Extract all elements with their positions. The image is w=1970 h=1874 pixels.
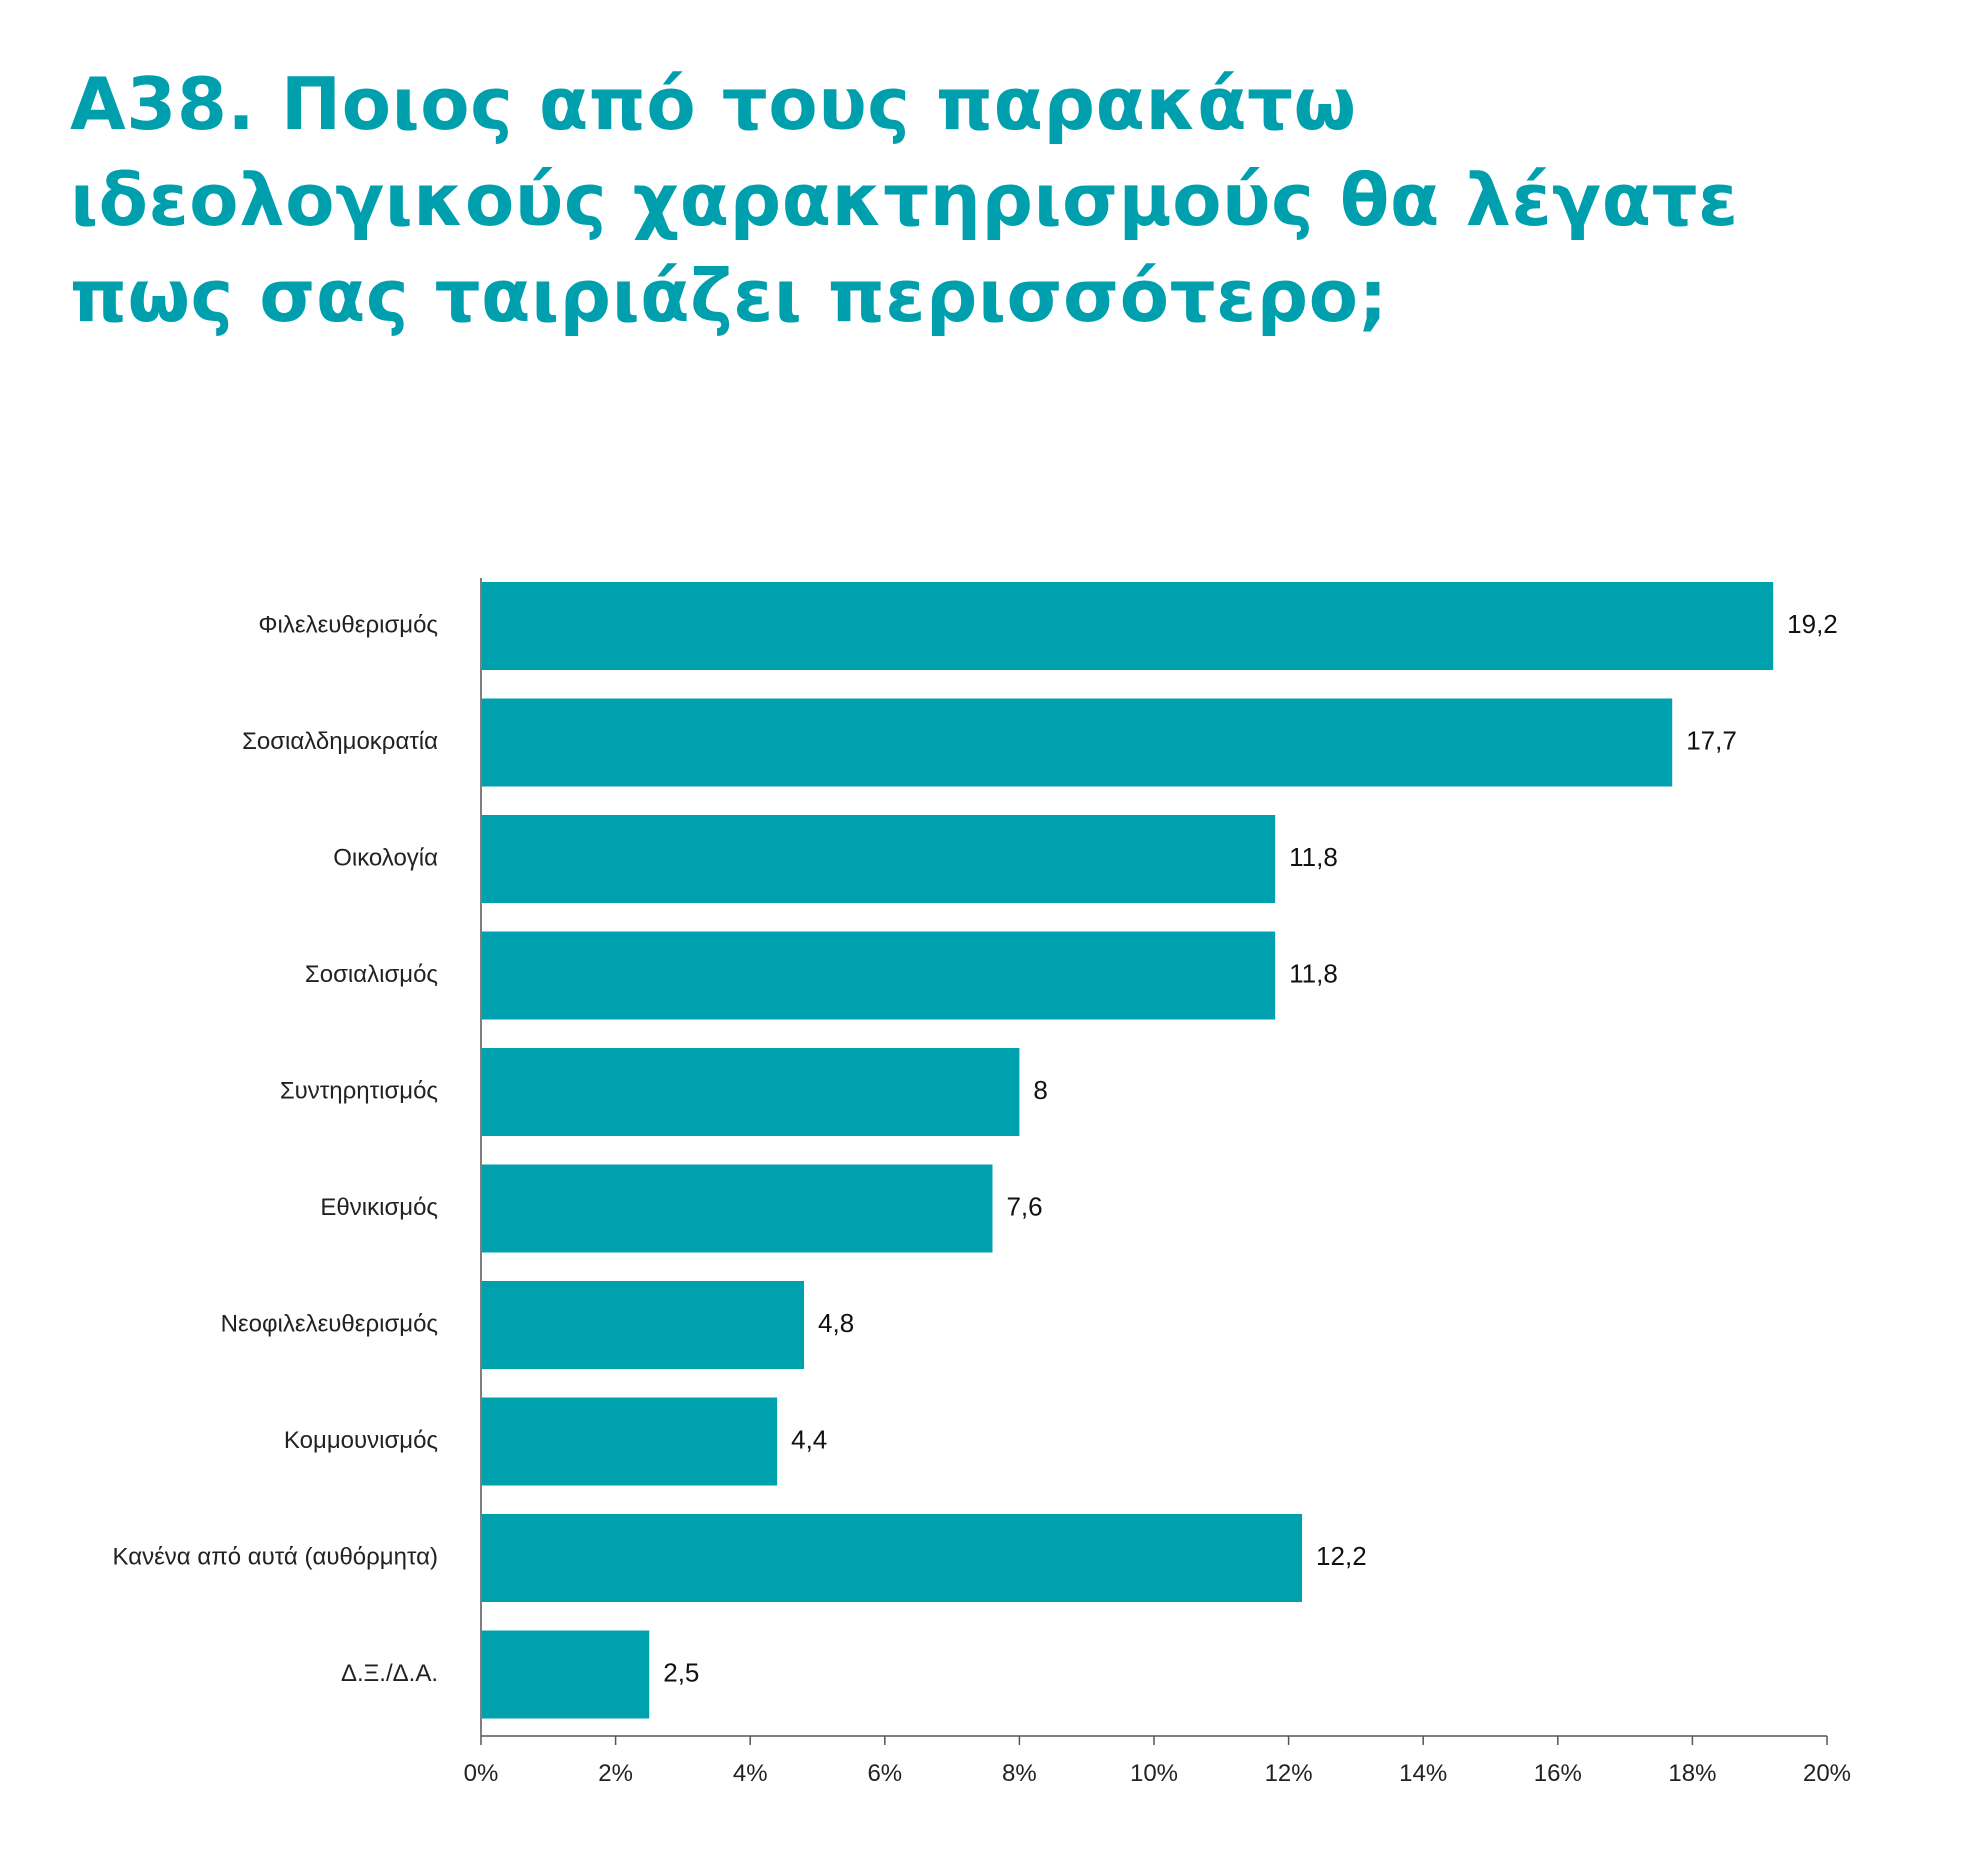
- value-label: 17,7: [1686, 725, 1737, 755]
- category-label: Σοσιαλισμός: [305, 961, 438, 988]
- x-tick-label: 2%: [598, 1760, 633, 1787]
- category-label: Κομμουνισμός: [284, 1427, 438, 1454]
- bar-5: [482, 1048, 1020, 1136]
- value-label: 4,4: [791, 1424, 827, 1454]
- x-tick-label: 14%: [1399, 1760, 1447, 1787]
- value-label: 7,6: [1006, 1191, 1042, 1221]
- x-tick-label: 4%: [733, 1760, 768, 1787]
- x-tick-label: 10%: [1130, 1760, 1178, 1787]
- bar-8: [482, 1397, 778, 1486]
- category-label: Φιλελευθερισμός: [258, 611, 438, 638]
- category-label: Κανένα από αυτά (αυθόρμητα): [113, 1543, 439, 1570]
- axis-layer: 0% 2% 4% 6% 8% 10% 12% 14% 16% 18% 20%: [464, 578, 1851, 1787]
- category-label: Οικολογία: [333, 844, 438, 871]
- category-label: Σοσιαλδημοκρατία: [242, 728, 438, 755]
- value-label: 12,2: [1316, 1541, 1367, 1571]
- category-label: Εθνικισμός: [320, 1194, 438, 1221]
- bar-3: [482, 815, 1276, 903]
- bar-4: [482, 931, 1276, 1020]
- bar-1: [482, 582, 1774, 670]
- category-label: Νεοφιλελευθερισμός: [221, 1310, 438, 1337]
- bar-2: [482, 698, 1673, 787]
- x-tick-label: 16%: [1534, 1760, 1582, 1787]
- value-label: 11,8: [1289, 842, 1338, 872]
- x-tick-label: 8%: [1002, 1760, 1037, 1787]
- chart-title: Α38. Ποιος από τους παρακάτω ιδεολογικού…: [70, 62, 1739, 338]
- bar-9: [482, 1514, 1303, 1602]
- category-label: Συντηρητισμός: [280, 1077, 438, 1104]
- x-tick-label: 12%: [1265, 1760, 1313, 1787]
- x-tick-label: 6%: [867, 1760, 902, 1787]
- category-label: Δ.Ξ./Δ.Α.: [341, 1660, 438, 1687]
- value-label: 11,8: [1289, 958, 1338, 988]
- value-label: 19,2: [1787, 609, 1838, 639]
- labels-layer: Φιλελευθερισμός 19,2 Σοσιαλδημοκρατία 17,7 Ο…: [113, 609, 1838, 1688]
- value-label: 2,5: [663, 1657, 699, 1687]
- value-label: 8: [1033, 1075, 1047, 1105]
- bar-10: [482, 1630, 650, 1719]
- x-tick-label: 0%: [464, 1760, 499, 1787]
- bars-layer: [482, 582, 1774, 1719]
- value-label: 4,8: [818, 1308, 854, 1338]
- bar-6: [482, 1164, 993, 1253]
- x-tick-label: 18%: [1668, 1760, 1716, 1787]
- bar-7: [482, 1281, 805, 1369]
- x-tick-label: 20%: [1803, 1760, 1851, 1787]
